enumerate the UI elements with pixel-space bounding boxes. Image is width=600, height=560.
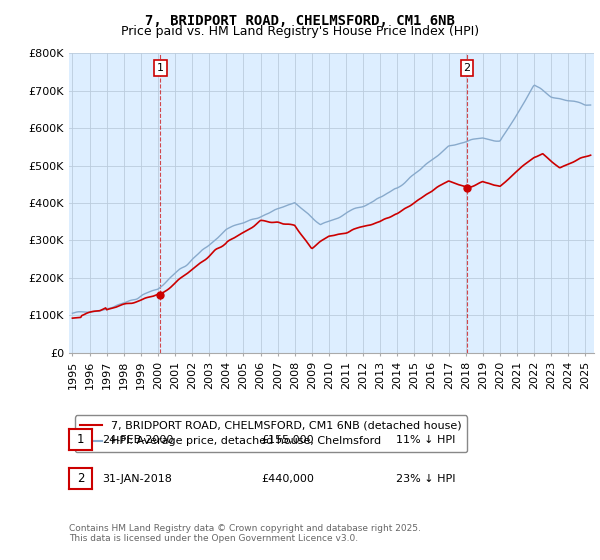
Text: £155,000: £155,000 (261, 435, 314, 445)
Text: 11% ↓ HPI: 11% ↓ HPI (396, 435, 455, 445)
Text: £440,000: £440,000 (261, 474, 314, 484)
Text: 1: 1 (77, 433, 84, 446)
Text: 2: 2 (464, 63, 470, 73)
Legend: 7, BRIDPORT ROAD, CHELMSFORD, CM1 6NB (detached house), HPI: Average price, deta: 7, BRIDPORT ROAD, CHELMSFORD, CM1 6NB (d… (74, 416, 467, 452)
Text: Contains HM Land Registry data © Crown copyright and database right 2025.
This d: Contains HM Land Registry data © Crown c… (69, 524, 421, 543)
Text: Price paid vs. HM Land Registry's House Price Index (HPI): Price paid vs. HM Land Registry's House … (121, 25, 479, 38)
Text: 1: 1 (157, 63, 164, 73)
Text: 23% ↓ HPI: 23% ↓ HPI (396, 474, 455, 484)
Text: 2: 2 (77, 472, 84, 486)
Text: 7, BRIDPORT ROAD, CHELMSFORD, CM1 6NB: 7, BRIDPORT ROAD, CHELMSFORD, CM1 6NB (145, 14, 455, 28)
Text: 24-FEB-2000: 24-FEB-2000 (102, 435, 173, 445)
Text: 31-JAN-2018: 31-JAN-2018 (102, 474, 172, 484)
